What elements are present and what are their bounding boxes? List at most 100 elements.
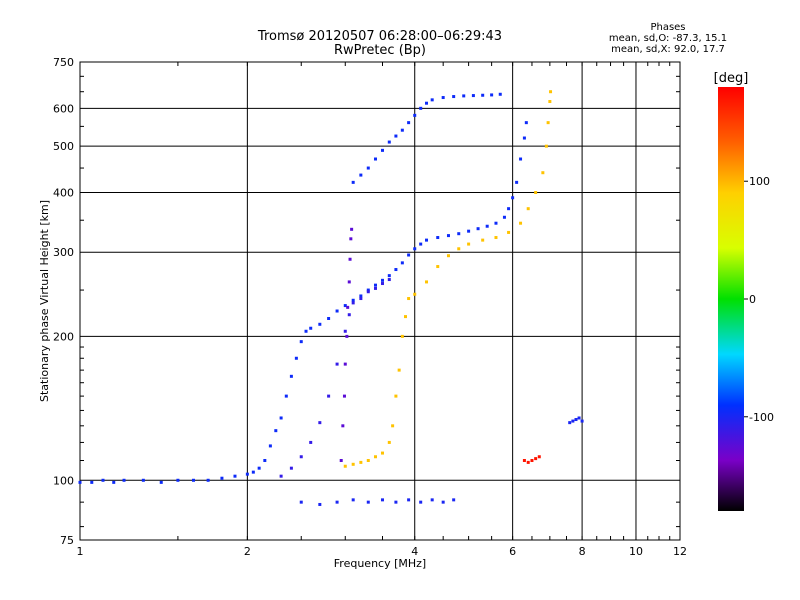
data-point — [407, 121, 411, 125]
data-point — [537, 455, 541, 459]
data-point — [380, 278, 384, 282]
x-tick-label: 1 — [77, 545, 84, 558]
data-point — [507, 207, 511, 211]
data-point — [400, 128, 404, 132]
data-point — [350, 227, 354, 231]
data-point — [452, 95, 456, 99]
data-point — [327, 316, 331, 320]
data-point — [318, 502, 322, 506]
data-point — [348, 257, 352, 261]
data-point — [366, 458, 370, 462]
data-point — [387, 440, 391, 444]
y-axis-label: Stationary phase Virtual Height [km] — [38, 200, 51, 402]
data-point — [502, 215, 506, 219]
data-point — [318, 421, 322, 425]
data-point — [519, 221, 523, 225]
data-point — [467, 242, 471, 246]
colorbar-tick-label: 100 — [749, 175, 770, 188]
data-point — [257, 466, 261, 470]
data-point — [494, 236, 498, 240]
data-point — [452, 498, 456, 502]
x-tick-label: 2 — [244, 545, 251, 558]
data-point — [387, 278, 391, 282]
data-point — [373, 455, 377, 459]
data-point — [511, 196, 515, 200]
data-point — [446, 254, 450, 258]
data-point — [530, 458, 534, 462]
data-point — [366, 288, 370, 292]
data-point — [343, 304, 347, 308]
x-tick-label: 6 — [509, 545, 516, 558]
data-point — [544, 144, 548, 148]
data-point — [233, 474, 237, 478]
phases-legend: Phases mean, sd,O: -87.3, 15.1 mean, sd,… — [608, 22, 728, 55]
data-point — [580, 419, 584, 423]
y-tick-label: 750 — [53, 56, 74, 69]
data-point — [387, 140, 391, 144]
colorbar — [718, 87, 744, 511]
data-point — [318, 322, 322, 326]
data-point — [294, 356, 298, 360]
data-point — [380, 148, 384, 152]
data-point — [299, 455, 303, 459]
data-point — [268, 444, 272, 448]
data-point — [351, 180, 355, 184]
data-point — [220, 476, 224, 480]
chart-title: Tromsø 20120507 06:28:00–06:29:43 — [257, 29, 502, 44]
data-point — [176, 478, 180, 482]
data-point — [457, 247, 461, 251]
chart-subtitle: RwPretec (Bp) — [334, 43, 426, 58]
data-point — [366, 166, 370, 170]
data-point — [407, 297, 411, 301]
y-tick-label: 600 — [53, 102, 74, 115]
data-point — [425, 280, 429, 284]
x-axis-label: Frequency [MHz] — [334, 557, 426, 570]
data-point — [327, 394, 331, 398]
data-point — [549, 90, 553, 94]
data-point — [359, 294, 363, 298]
phases-line-x: mean, sd,X: 92.0, 17.7 — [611, 44, 725, 55]
data-point — [380, 498, 384, 502]
data-point — [309, 440, 313, 444]
data-point — [577, 416, 581, 420]
data-point — [341, 424, 345, 428]
data-point — [101, 478, 105, 482]
y-axis-ticks: 75 100 200 300 400 500 600 750 — [53, 56, 680, 547]
data-point — [522, 136, 526, 140]
data-point — [251, 470, 255, 474]
data-point — [436, 236, 440, 240]
data-point — [304, 329, 308, 333]
data-point — [548, 100, 552, 104]
data-point — [462, 94, 466, 98]
data-point — [546, 121, 550, 125]
data-point — [343, 362, 347, 366]
colorbar-tick-label: 0 — [749, 293, 756, 306]
data-point — [494, 221, 498, 225]
data-point — [490, 93, 494, 97]
data-point — [394, 394, 398, 398]
data-point — [112, 480, 116, 484]
data-point — [349, 237, 353, 241]
data-point — [394, 268, 398, 272]
data-point — [206, 478, 210, 482]
data-point — [263, 458, 267, 462]
data-point — [467, 229, 471, 233]
data-point — [498, 92, 502, 96]
data-point — [471, 94, 475, 98]
data-point — [245, 472, 249, 476]
data-point — [347, 313, 351, 317]
data-point — [568, 421, 572, 425]
data-point — [284, 394, 288, 398]
data-point — [419, 500, 423, 504]
data-point — [366, 500, 370, 504]
data-point — [380, 282, 384, 286]
data-point — [391, 424, 395, 428]
colorbar-label: [deg] — [714, 71, 749, 86]
data-point — [335, 362, 339, 366]
data-point — [574, 418, 578, 422]
data-point — [351, 498, 355, 502]
data-point — [413, 247, 417, 251]
data-point — [359, 173, 363, 177]
data-point — [343, 464, 347, 468]
data-point — [359, 460, 363, 464]
